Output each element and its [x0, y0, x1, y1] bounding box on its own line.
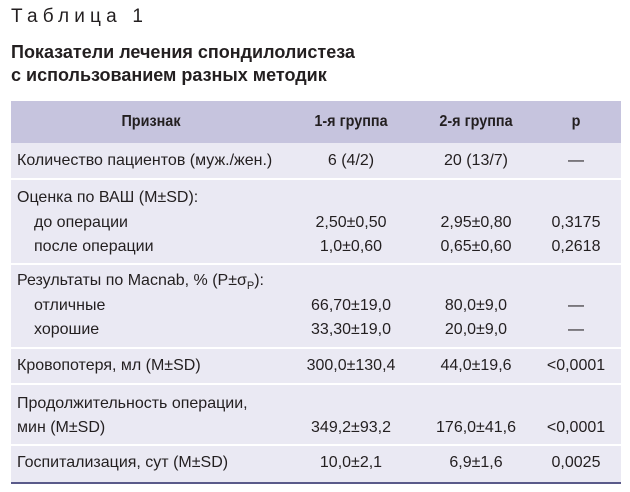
table-title-line-2: с использованием разных методик [11, 65, 327, 85]
row-label-text: Результаты по Macnab, % (P±σ [17, 272, 247, 289]
header-p-value: p [571, 113, 581, 130]
cell-group-1: 2,50±0,50 [315, 214, 387, 231]
cell-group-1: 300,0±130,4 [306, 357, 396, 374]
results-table: Признак 1-я группа 2-я группа p Количест… [11, 101, 621, 484]
row-label-line-2: мин (M±SD) [17, 419, 106, 436]
sub-row-label-excellent: отличные [34, 297, 106, 314]
row-label: Госпитализация, сут (M±SD) [17, 454, 229, 471]
sub-row-label-before: до операции [34, 214, 128, 231]
cell-group-1: 349,2±93,2 [311, 419, 391, 436]
row-label: Количество пациентов (муж./жен.) [17, 152, 273, 169]
cell-group-2: 80,0±9,0 [444, 297, 508, 314]
row-label-subscript: P [246, 280, 255, 293]
cell-p-value: — [568, 297, 584, 314]
row-divider [11, 444, 621, 446]
sub-row-label-good: хорошие [34, 321, 100, 338]
cell-group-2: 44,0±19,6 [440, 357, 512, 374]
row-divider [11, 178, 621, 180]
cell-p-value: <0,0001 [546, 357, 606, 374]
cell-group-1: 10,0±2,1 [319, 454, 383, 471]
cell-group-2: 176,0±41,6 [436, 419, 516, 436]
cell-group-1: 6 (4/2) [327, 152, 375, 169]
table-header-row: Признак 1-я группа 2-я группа p [11, 101, 621, 143]
cell-group-1: 1,0±0,60 [319, 238, 383, 255]
cell-group-2: 0,65±0,60 [440, 238, 512, 255]
table-title: Показатели лечения спондилолистеза с исп… [11, 41, 355, 87]
row-label-line-1: Продолжительность операции, [17, 395, 248, 412]
row-label-tail: ): [254, 272, 264, 289]
cell-group-1: 66,70±19,0 [311, 297, 391, 314]
sub-row-label-after: после операции [34, 238, 154, 255]
table-number-label: Таблица 1 [11, 6, 149, 27]
row-divider [11, 263, 621, 265]
row-label: Результаты по Macnab, % (P±σP): [17, 269, 264, 293]
cell-p-value: <0,0001 [546, 419, 606, 436]
cell-group-2: 20,0±9,0 [444, 321, 508, 338]
header-group-1: 1-я группа [314, 113, 388, 130]
row-divider [11, 347, 621, 349]
table-title-line-1: Показатели лечения спондилолистеза [11, 42, 355, 62]
row-label: Кровопотеря, мл (M±SD) [17, 357, 201, 374]
cell-group-2: 2,95±0,80 [440, 214, 512, 231]
cell-p-value: 0,2618 [551, 238, 601, 255]
cell-group-1: 33,30±19,0 [311, 321, 391, 338]
header-group-2: 2-я группа [439, 113, 513, 130]
cell-p-value: 0,3175 [551, 214, 601, 231]
row-divider [11, 383, 621, 385]
cell-p-value: — [568, 321, 584, 338]
cell-p-value: 0,0025 [551, 454, 601, 471]
header-feature: Признак [121, 113, 181, 130]
cell-p-value: — [568, 152, 584, 169]
cell-group-2: 6,9±1,6 [449, 454, 503, 471]
row-label: Оценка по ВАШ (M±SD): [17, 189, 199, 206]
cell-group-2: 20 (13/7) [443, 152, 509, 169]
